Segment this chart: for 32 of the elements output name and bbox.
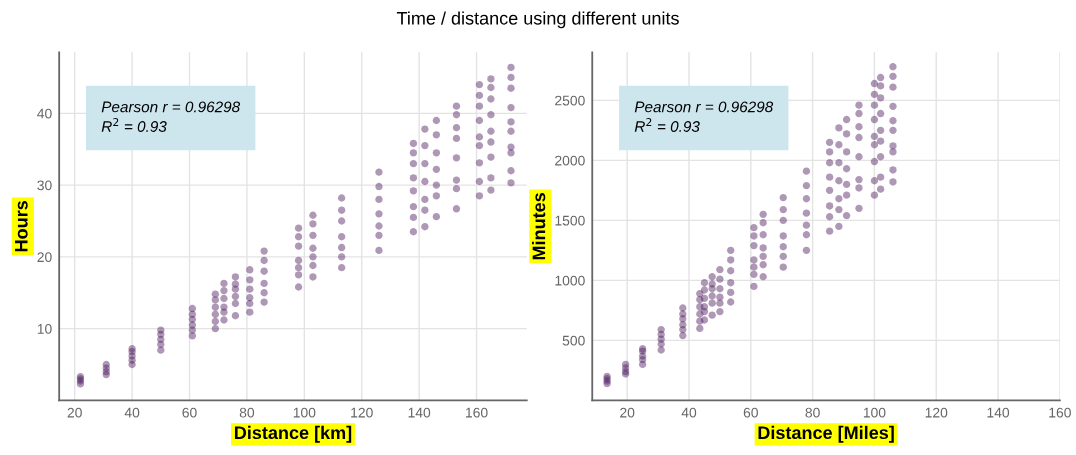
x-tick-label: 60 [182,407,197,418]
y-tick-label: 10 [37,323,52,334]
y-tick-label: 2000 [555,155,585,166]
y-tick-label: 40 [37,108,52,119]
x-tick-label: 140 [987,407,1010,418]
y-tick-label: 2500 [555,95,585,106]
annotation: Pearson r = 0.96298 R$^{2}$ = 0.93 [101,101,241,132]
x-tick-label: 40 [124,407,140,418]
x-tick-label: 40 [681,407,697,418]
x-tick-label: 120 [351,407,373,418]
y-axis-title: Hours [15,201,28,252]
x-tick-label: 120 [925,407,948,418]
y-tick-label: 20 [37,252,52,263]
x-tick-label: 80 [239,407,255,418]
y-axis-title: Minutes [532,192,546,260]
x-tick-label: 140 [408,407,431,418]
y-tick-label: 1000 [555,275,585,286]
x-tick-label: 100 [293,407,316,418]
y-tick-label: 1500 [555,215,585,226]
x-tick-label: 20 [67,407,82,418]
x-tick-label: 20 [620,407,635,418]
x-tick-label: 80 [805,407,820,418]
y-tick-label: 30 [37,180,52,191]
x-axis-title: Distance [Miles] [758,425,894,443]
x-axis-title: Distance [km] [234,425,352,443]
x-tick-label: 160 [1049,407,1071,418]
y-tick-label: 500 [562,335,585,346]
annotation: Pearson r = 0.96298 R$^{2}$ = 0.93 [634,101,774,132]
chart-title: Time / distance using different units [396,11,679,29]
x-tick-label: 60 [743,407,758,418]
x-tick-label: 100 [863,407,886,418]
x-tick-label: 160 [466,407,488,418]
